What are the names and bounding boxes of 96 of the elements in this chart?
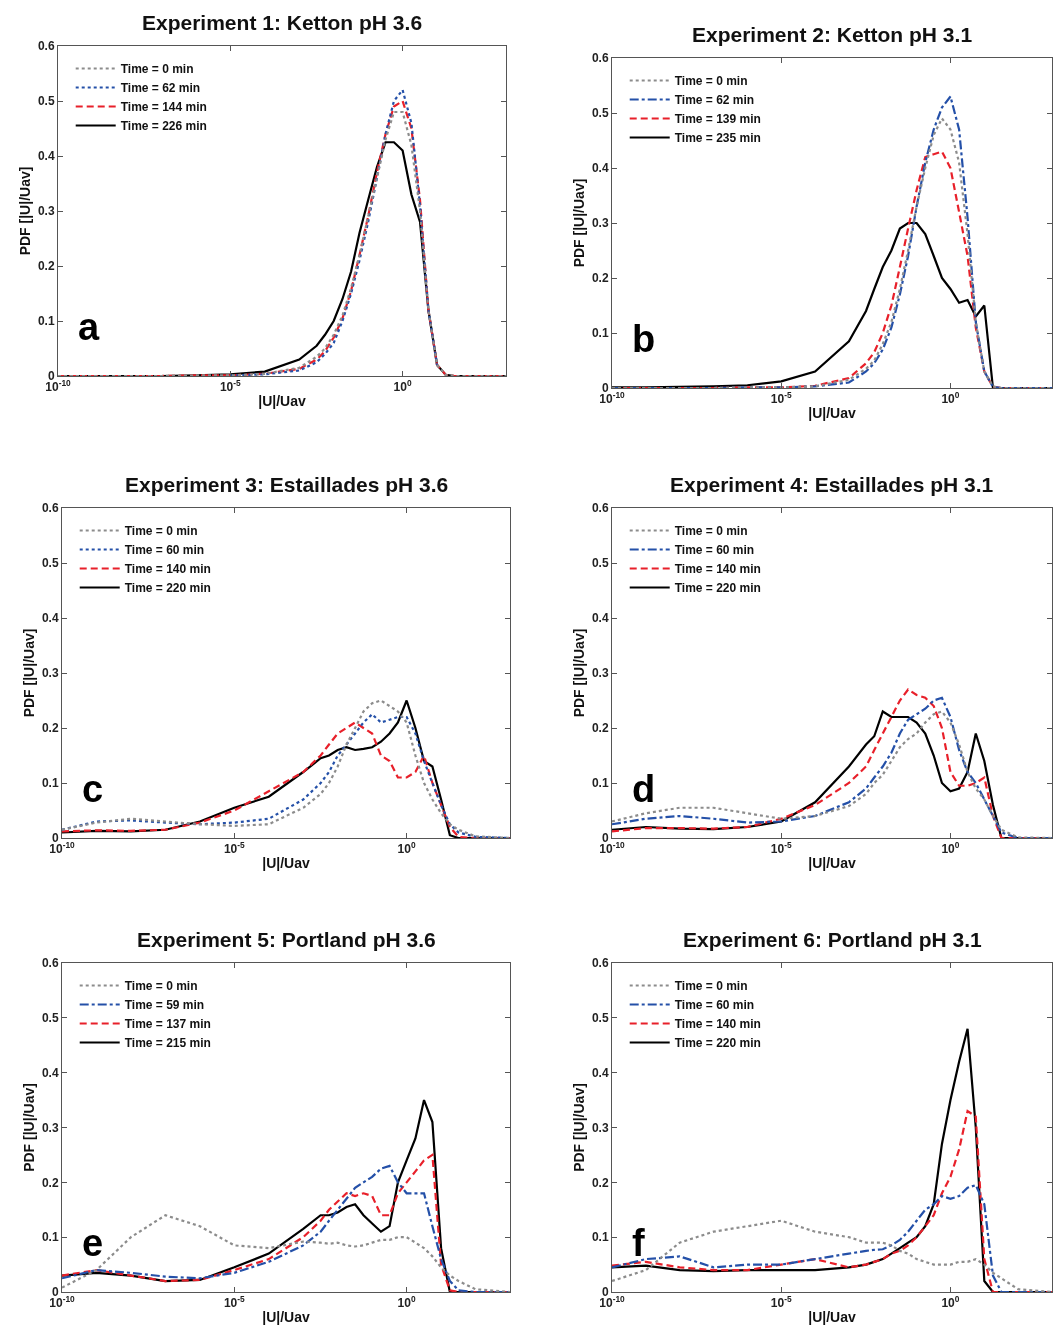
legend-label: Time = 140 min xyxy=(124,562,211,577)
legend-label: Time = 220 min xyxy=(124,581,211,596)
y-tick-label: 0.5 xyxy=(591,1011,609,1026)
annotation: d xyxy=(632,768,656,810)
y-tick-label: 0.3 xyxy=(41,666,59,681)
legend-label: Time = 0 min xyxy=(124,524,198,539)
x-tick-label: 10$^{0}$ xyxy=(397,840,416,857)
y-tick-label: 0.2 xyxy=(591,1175,609,1190)
legend-label: Time = 215 min xyxy=(124,1036,211,1051)
chart-title: Experiment 6: Portland pH 3.1 xyxy=(683,928,983,951)
y-axis-title: PDF [|U|/Uav] xyxy=(20,1083,37,1172)
legend-label: Time = 144 min xyxy=(120,100,207,115)
chart-title: Experiment 5: Portland pH 3.6 xyxy=(137,928,436,951)
y-tick-label: 0.3 xyxy=(591,1120,609,1135)
legend-label: Time = 226 min xyxy=(120,119,207,134)
legend-label: Time = 62 min xyxy=(674,93,755,108)
legend-label: Time = 137 min xyxy=(124,1017,211,1032)
chart-title: Experiment 1: Ketton pH 3.6 xyxy=(142,11,423,34)
legend-label: Time = 0 min xyxy=(120,62,194,77)
y-tick-label: 0.1 xyxy=(41,1230,59,1245)
x-tick-label: 10$^{-5}$ xyxy=(223,1294,246,1311)
annotation: e xyxy=(82,1222,104,1264)
y-tick-label: 0.6 xyxy=(37,39,55,54)
x-tick-label: 10$^{-5}$ xyxy=(770,840,792,857)
chart-title: Experiment 4: Estaillades pH 3.1 xyxy=(670,473,994,496)
y-tick-label: 0.5 xyxy=(41,556,59,571)
y-axis-title: PDF [|U|/Uav] xyxy=(16,166,33,256)
annotation: f xyxy=(632,1222,645,1264)
y-tick-label: 0.6 xyxy=(591,51,609,66)
y-tick-label: 0.1 xyxy=(37,314,55,329)
y-tick-label: 0.3 xyxy=(591,216,609,231)
legend-label: Time = 60 min xyxy=(124,543,205,558)
legend-label: Time = 59 min xyxy=(124,998,205,1013)
legend-label: Time = 0 min xyxy=(674,74,748,89)
x-axis-title: |U|/Uav xyxy=(808,1308,856,1325)
legend-label: Time = 220 min xyxy=(674,1036,761,1051)
legend-label: Time = 0 min xyxy=(674,979,748,994)
y-tick-label: 0.1 xyxy=(591,1230,609,1245)
legend-label: Time = 0 min xyxy=(674,524,748,539)
chart-title: Experiment 2: Ketton pH 3.1 xyxy=(692,23,973,46)
x-tick-label: 10$^{0}$ xyxy=(941,390,960,407)
legend-label: Time = 235 min xyxy=(674,131,761,146)
x-tick-label: 10$^{-5}$ xyxy=(770,1294,792,1311)
y-tick-label: 0.2 xyxy=(591,721,609,736)
y-tick-label: 0.5 xyxy=(591,106,609,121)
y-tick-label: 0.3 xyxy=(37,204,55,219)
legend-label: Time = 60 min xyxy=(674,998,755,1013)
y-tick-label: 0.4 xyxy=(37,149,55,164)
legend-label: Time = 62 min xyxy=(120,81,201,96)
y-tick-label: 0.3 xyxy=(41,1120,59,1135)
legend-label: Time = 220 min xyxy=(674,581,761,596)
y-tick-label: 0.6 xyxy=(41,956,59,971)
legend-label: Time = 140 min xyxy=(674,1017,761,1032)
annotation: b xyxy=(632,318,656,360)
y-tick-label: 0.4 xyxy=(591,1065,609,1080)
x-axis-title: |U|/Uav xyxy=(258,392,306,409)
x-tick-label: 10$^{0}$ xyxy=(397,1294,416,1311)
y-tick-label: 0.6 xyxy=(41,501,59,516)
y-tick-label: 0.5 xyxy=(37,94,55,109)
y-tick-label: 0.2 xyxy=(41,1175,59,1190)
x-axis-title: |U|/Uav xyxy=(262,1308,310,1325)
y-tick-label: 0.4 xyxy=(591,611,609,626)
y-tick-label: 0.6 xyxy=(591,956,609,971)
y-tick-label: 0.4 xyxy=(591,161,609,176)
x-axis-title: |U|/Uav xyxy=(262,854,310,871)
y-tick-label: 0.1 xyxy=(591,776,609,791)
annotation: c xyxy=(82,768,104,810)
x-tick-label: 10$^{0}$ xyxy=(941,1294,960,1311)
x-tick-label: 10$^{-5}$ xyxy=(223,840,246,857)
y-tick-label: 0.3 xyxy=(591,666,609,681)
annotation: a xyxy=(78,306,100,348)
y-tick-label: 0.2 xyxy=(37,259,55,274)
y-axis-title: PDF [|U|/Uav] xyxy=(570,628,587,718)
legend-label: Time = 139 min xyxy=(674,112,761,127)
x-tick-label: 10$^{-5}$ xyxy=(770,390,792,407)
y-tick-label: 0.5 xyxy=(591,556,609,571)
y-tick-label: 0.1 xyxy=(591,326,609,341)
y-axis-title: PDF [|U|/Uav] xyxy=(20,628,37,718)
y-tick-label: 0.4 xyxy=(41,1065,59,1080)
x-axis-title: |U|/Uav xyxy=(808,854,856,871)
legend-label: Time = 60 min xyxy=(674,543,755,558)
legend-label: Time = 0 min xyxy=(124,979,198,994)
y-axis-title: PDF [|U|/Uav] xyxy=(570,178,587,268)
x-axis-title: |U|/Uav xyxy=(808,404,856,421)
y-tick-label: 0.2 xyxy=(41,721,59,736)
x-tick-label: 10$^{0}$ xyxy=(393,378,412,395)
legend-label: Time = 140 min xyxy=(674,562,761,577)
chart-title: Experiment 3: Estaillades pH 3.6 xyxy=(125,473,449,496)
x-tick-label: 10$^{-5}$ xyxy=(219,378,242,395)
y-tick-label: 0.4 xyxy=(41,611,59,626)
y-tick-label: 0.5 xyxy=(41,1011,59,1026)
x-tick-label: 10$^{0}$ xyxy=(941,840,960,857)
y-tick-label: 0.6 xyxy=(591,501,609,516)
y-tick-label: 0.2 xyxy=(591,271,609,286)
y-tick-label: 0.1 xyxy=(41,776,59,791)
y-axis-title: PDF [|U|/Uav] xyxy=(570,1083,587,1172)
